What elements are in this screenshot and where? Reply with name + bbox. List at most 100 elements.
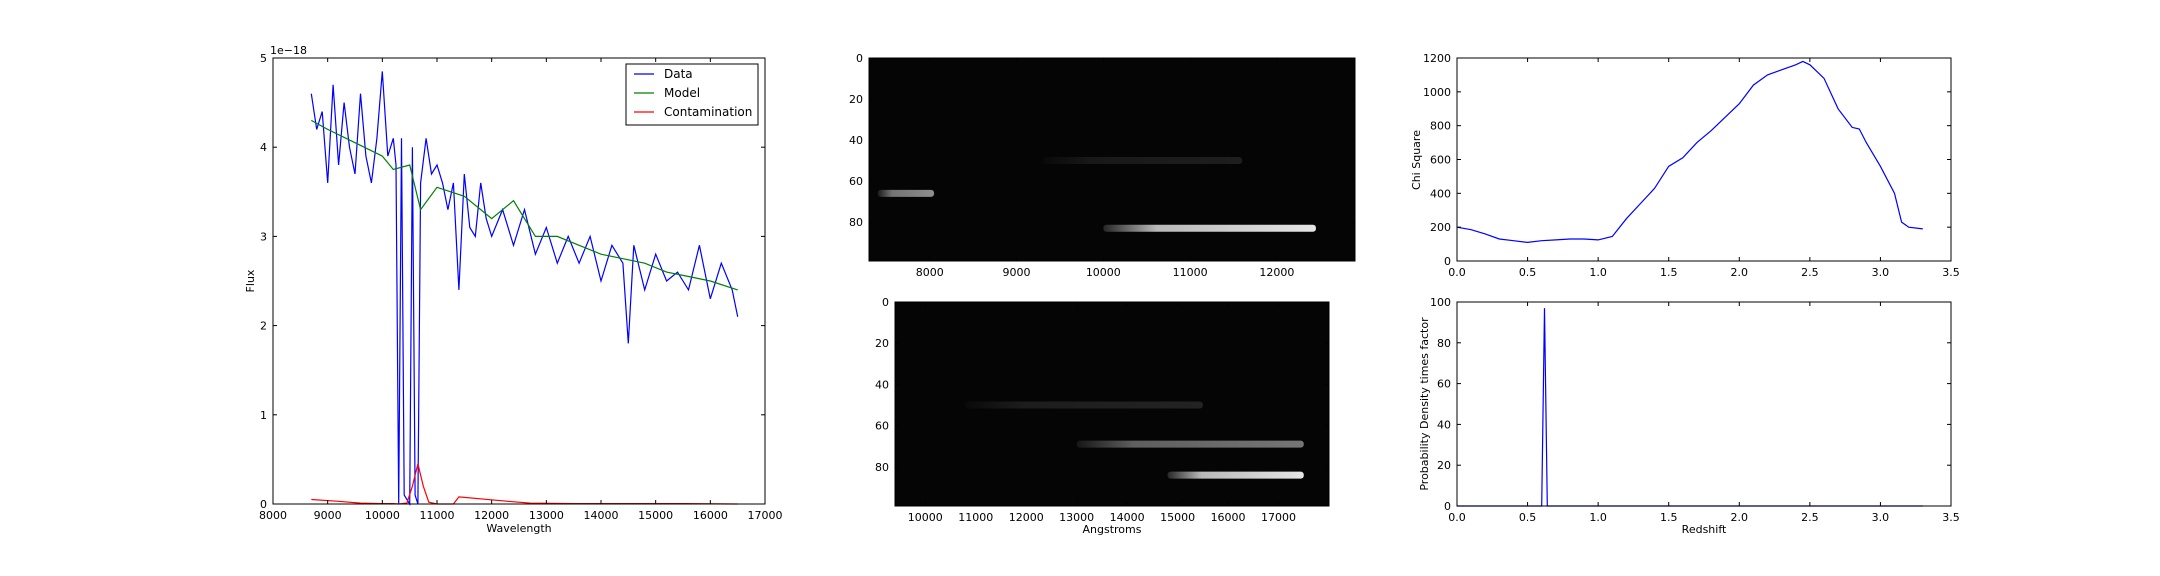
y-tick-label: 1200	[1423, 52, 1451, 65]
y-tick-label: 800	[1430, 120, 1451, 133]
x-tick-label: 11000	[958, 511, 993, 524]
series-line-0	[1457, 308, 1923, 507]
y-tick-label: 0	[1444, 255, 1451, 268]
x-tick-label: 12000	[1009, 511, 1044, 524]
x-tick-label: 10000	[908, 511, 943, 524]
flux-y-axis-label: Flux	[244, 269, 257, 292]
probability-x-ticks: 0.0 0.5 1.0 1.5 2.0 2.5 3.0 3.5	[1448, 302, 1960, 524]
x-tick-label: 1.5	[1660, 511, 1678, 524]
spectrum-bottom-plot-area	[895, 302, 1329, 506]
spectrum-bottom-y-ticks: 0 20 40 60 80	[875, 296, 1329, 474]
series-line-model	[311, 119, 738, 291]
probability-y-axis-label: Probability Density times factor	[1418, 317, 1431, 491]
x-tick-label: 16000	[693, 509, 728, 522]
x-tick-label: 8000	[259, 509, 287, 522]
flux-plot-area	[310, 71, 739, 507]
y-tick-label: 0	[856, 52, 863, 65]
flux-scale-label: 1e−18	[270, 44, 307, 57]
spectrum-top-y-ticks: 0 20 40 60 80	[849, 52, 1355, 229]
y-tick-label: 60	[875, 420, 889, 433]
y-tick-label: 60	[849, 175, 863, 188]
spectrum-streak-2	[1167, 471, 1304, 479]
probability-y-ticks: 0 20 40 60 80 100	[1430, 296, 1951, 513]
x-tick-label: 0.0	[1448, 266, 1466, 279]
spectrum-top-frame	[868, 57, 1356, 262]
y-tick-label: 3	[260, 230, 267, 243]
probability-plot-area	[1457, 308, 1923, 507]
flux-legend: Data Model Contamination	[625, 63, 759, 126]
y-tick-label: 200	[1430, 221, 1451, 234]
x-tick-label: 12000	[1259, 266, 1294, 279]
flux-chart-frame	[272, 57, 766, 505]
x-tick-label: 3.0	[1872, 266, 1890, 279]
x-tick-label: 3.5	[1942, 511, 1960, 524]
y-tick-label: 60	[1437, 378, 1451, 391]
y-tick-label: 80	[875, 461, 889, 474]
y-tick-label: 20	[875, 337, 889, 350]
spectrum-bottom-x-axis-label: Angstroms	[1083, 523, 1142, 536]
x-tick-label: 13000	[529, 509, 564, 522]
x-tick-label: 8000	[916, 266, 944, 279]
chi-square-y-axis-label: Chi Square	[1410, 130, 1423, 190]
y-tick-label: 4	[260, 141, 267, 154]
x-tick-label: 0.5	[1519, 511, 1537, 524]
y-tick-label: 20	[1437, 459, 1451, 472]
x-tick-label: 1.0	[1589, 511, 1607, 524]
y-tick-label: 400	[1430, 187, 1451, 200]
x-tick-label: 1.5	[1660, 266, 1678, 279]
series-line-0	[1456, 60, 1923, 244]
x-tick-label: 11000	[420, 509, 455, 522]
y-tick-label: 0	[1444, 500, 1451, 513]
y-tick-label: 80	[1437, 337, 1451, 350]
flux-y-ticks: 0 1 2 3 4 5	[260, 52, 765, 511]
spectrum-image-top: 8000 9000 10000 11000 12000 0 20 40 60 80	[849, 52, 1356, 279]
x-tick-label: 11000	[1173, 266, 1208, 279]
x-tick-label: 14000	[584, 509, 619, 522]
y-tick-label: 40	[1437, 418, 1451, 431]
x-tick-label: 16000	[1211, 511, 1246, 524]
x-tick-label: 10000	[365, 509, 400, 522]
x-tick-label: 2.0	[1731, 511, 1749, 524]
y-tick-label: 600	[1430, 154, 1451, 167]
x-tick-label: 2.5	[1801, 266, 1819, 279]
y-tick-label: 100	[1430, 296, 1451, 309]
spectrum-streak-2	[1103, 224, 1316, 232]
x-tick-label: 0.5	[1519, 266, 1537, 279]
spectrum-streak-1	[1042, 157, 1243, 165]
x-tick-label: 10000	[1086, 266, 1121, 279]
spectrum-bottom-frame	[894, 301, 1330, 507]
series-line-data	[310, 71, 739, 507]
y-tick-label: 0	[260, 498, 267, 511]
chi-square-x-ticks: 0.0 0.5 1.0 1.5 2.0 2.5 3.0 3.5	[1448, 58, 1960, 279]
spectrum-streak-0	[965, 401, 1203, 409]
y-tick-label: 20	[849, 93, 863, 106]
x-tick-label: 17000	[748, 509, 783, 522]
spectrum-top-plot-area	[869, 58, 1355, 261]
probability-density-chart: 0.0 0.5 1.0 1.5 2.0 2.5 3.0 3.5 0 20 40 60 80 100 Re…	[1418, 296, 1960, 536]
spectrum-image-bottom: 10000 11000 12000 13000 14000 15000 16000 17000…	[875, 296, 1330, 536]
x-tick-label: 9000	[1003, 266, 1031, 279]
flux-x-ticks: 8000 9000 10000 11000 12000 13000 14000 15000 16…	[259, 58, 783, 522]
x-tick-label: 15000	[1160, 511, 1195, 524]
spectrum-streak-1	[1076, 440, 1304, 448]
legend-label-model: Model	[664, 86, 700, 100]
x-tick-label: 2.0	[1731, 266, 1749, 279]
flux-chart: 8000 9000 10000 11000 12000 13000 14000 15000 16…	[244, 44, 783, 535]
x-tick-label: 3.5	[1942, 266, 1960, 279]
legend-label-data: Data	[664, 67, 693, 81]
y-tick-label: 40	[875, 378, 889, 391]
x-tick-label: 9000	[314, 509, 342, 522]
x-tick-label: 0.0	[1448, 511, 1466, 524]
x-tick-label: 2.5	[1801, 511, 1819, 524]
spectrum-bottom-x-ticks: 10000 11000 12000 13000 14000 15000 16000 17000	[908, 302, 1296, 524]
x-tick-label: 13000	[1059, 511, 1094, 524]
y-tick-label: 5	[260, 52, 267, 65]
y-tick-label: 2	[260, 320, 267, 333]
spectrum-top-x-ticks: 8000 9000 10000 11000 12000	[916, 58, 1294, 279]
chi-square-chart: 0.0 0.5 1.0 1.5 2.0 2.5 3.0 3.5 0 200 400 600 800 10…	[1410, 52, 1960, 279]
x-tick-label: 1.0	[1589, 266, 1607, 279]
y-tick-label: 1000	[1423, 86, 1451, 99]
flux-x-axis-label: Wavelength	[486, 522, 551, 535]
x-tick-label: 17000	[1261, 511, 1296, 524]
chi-square-plot-area	[1456, 60, 1923, 244]
